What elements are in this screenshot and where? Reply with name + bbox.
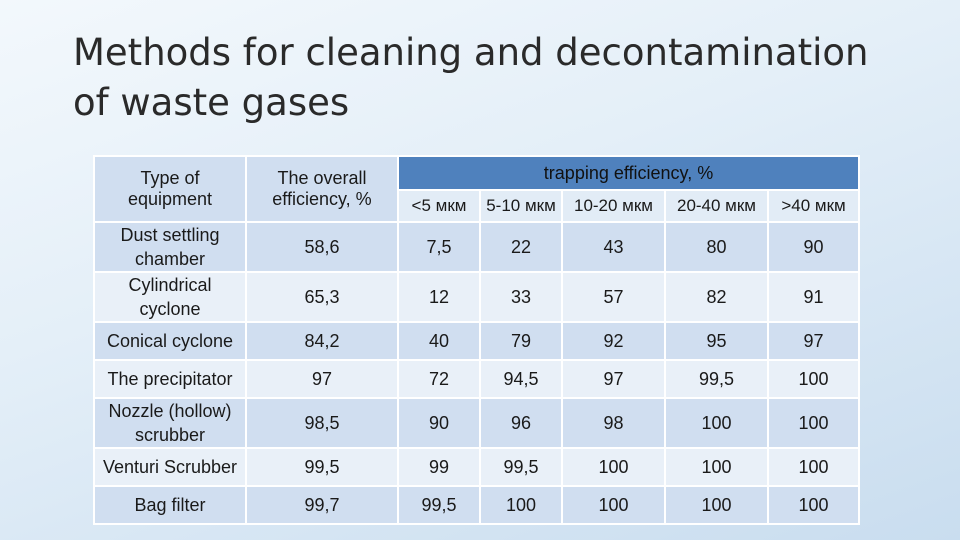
equipment-name: The precipitator [93, 359, 247, 399]
efficiency-cell: 100 [561, 485, 666, 525]
equipment-name: Venturi Scrubber [93, 447, 247, 487]
efficiency-cell: 100 [766, 485, 861, 525]
table-row: Nozzle (hollow) scrubber 98,5 90 96 98 1… [93, 397, 861, 449]
equipment-name: Nozzle (hollow) scrubber [93, 397, 247, 449]
header-type-of-equipment: Type of equipment [93, 155, 247, 223]
efficiency-cell: 40 [397, 321, 481, 361]
overall-efficiency-cell: 99,5 [245, 447, 399, 487]
efficiency-cell: 100 [766, 359, 861, 399]
efficiency-cell: 94,5 [479, 359, 563, 399]
efficiency-cell: 100 [664, 485, 769, 525]
efficiency-cell: 72 [397, 359, 481, 399]
overall-efficiency-cell: 99,7 [245, 485, 399, 525]
efficiency-cell: 95 [664, 321, 769, 361]
overall-efficiency-cell: 97 [245, 359, 399, 399]
slide-title: Methods for cleaning and decontamination… [73, 31, 869, 124]
table-row: Cylindrical cyclone 65,3 12 33 57 82 91 [93, 271, 861, 323]
header-size-lt5: <5 мкм [397, 189, 481, 223]
equipment-name: Bag filter [93, 485, 247, 525]
efficiency-cell: 57 [561, 271, 666, 323]
overall-efficiency-cell: 98,5 [245, 397, 399, 449]
table-row: Conical cyclone 84,2 40 79 92 95 97 [93, 321, 861, 361]
overall-efficiency-cell: 84,2 [245, 321, 399, 361]
efficiency-cell: 97 [766, 321, 861, 361]
efficiency-cell: 33 [479, 271, 563, 323]
efficiency-cell: 99 [397, 447, 481, 487]
efficiency-cell: 99,5 [664, 359, 769, 399]
table-row: Bag filter 99,7 99,5 100 100 100 100 [93, 485, 861, 525]
efficiency-cell: 99,5 [479, 447, 563, 487]
efficiency-cell: 80 [664, 221, 769, 273]
efficiency-cell: 90 [397, 397, 481, 449]
efficiency-cell: 92 [561, 321, 666, 361]
efficiency-cell: 82 [664, 271, 769, 323]
efficiency-cell: 79 [479, 321, 563, 361]
header-size-gt40: >40 мкм [766, 189, 861, 223]
table-row: The precipitator 97 72 94,5 97 99,5 100 [93, 359, 861, 399]
header-size-5-10: 5-10 мкм [479, 189, 563, 223]
efficiency-cell: 100 [766, 447, 861, 487]
efficiency-cell: 22 [479, 221, 563, 273]
header-row-top: Type of equipment The overall efficiency… [93, 155, 861, 223]
overall-efficiency-cell: 65,3 [245, 271, 399, 323]
overall-efficiency-cell: 58,6 [245, 221, 399, 273]
efficiency-cell: 97 [561, 359, 666, 399]
table-row: Venturi Scrubber 99,5 99 99,5 100 100 10… [93, 447, 861, 487]
header-size-20-40: 20-40 мкм [664, 189, 769, 223]
efficiency-cell: 100 [664, 397, 769, 449]
efficiency-cell: 90 [766, 221, 861, 273]
header-trapping-efficiency: trapping efficiency, % [396, 155, 861, 191]
header-overall-efficiency: The overall efficiency, % [245, 155, 399, 223]
efficiency-cell: 91 [766, 271, 861, 323]
equipment-name: Dust settling chamber [93, 221, 247, 273]
efficiency-cell: 100 [561, 447, 666, 487]
efficiency-cell: 100 [766, 397, 861, 449]
efficiency-cell: 96 [479, 397, 563, 449]
header-row-sizes: <5 мкм 5-10 мкм 10-20 мкм 20-40 мкм >40 … [94, 189, 861, 223]
efficiency-cell: 100 [479, 485, 563, 525]
efficiency-table: Type of equipment The overall efficiency… [93, 155, 861, 525]
equipment-name: Cylindrical cyclone [93, 271, 247, 323]
table-row: Dust settling chamber 58,6 7,5 22 43 80 … [93, 221, 861, 273]
efficiency-cell: 43 [561, 221, 666, 273]
equipment-name: Conical cyclone [93, 321, 247, 361]
efficiency-cell: 98 [561, 397, 666, 449]
efficiency-cell: 99,5 [397, 485, 481, 525]
efficiency-cell: 7,5 [397, 221, 481, 273]
efficiency-cell: 100 [664, 447, 769, 487]
header-size-10-20: 10-20 мкм [561, 189, 666, 223]
efficiency-cell: 12 [397, 271, 481, 323]
